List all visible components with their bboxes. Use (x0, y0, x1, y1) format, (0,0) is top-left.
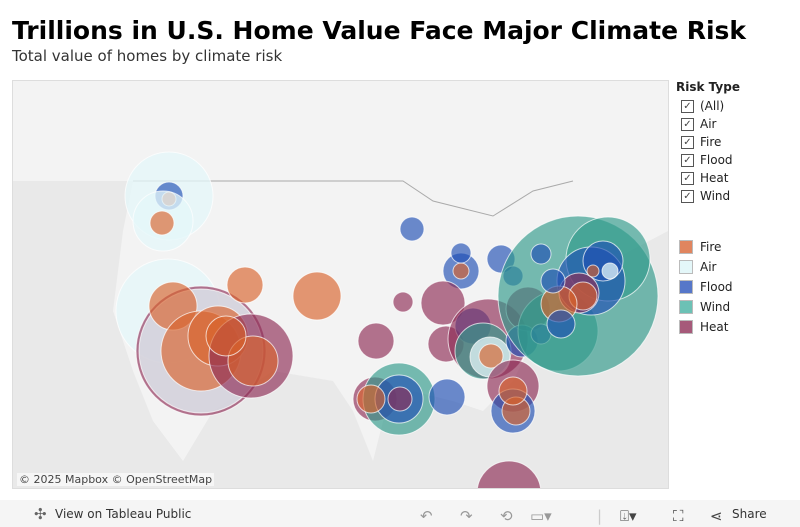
flood-risk-bubble[interactable] (540, 268, 566, 294)
fire-risk-bubble[interactable] (292, 271, 342, 321)
legend-label: Flood (700, 280, 733, 294)
risk-type-filter: Risk Type ✓ (All) ✓ Air ✓ Fire ✓ Flood ✓ Heat ✓ Win… (676, 80, 740, 337)
fire-risk-bubble[interactable] (205, 315, 247, 357)
redo-icon[interactable]: ↷ (460, 507, 473, 525)
legend-label: Air (700, 260, 717, 274)
checkbox-icon[interactable]: ✓ (681, 189, 694, 203)
map-attribution[interactable]: © 2025 Mapbox © OpenStreetMap (17, 473, 215, 486)
share-button[interactable]: Share (732, 507, 767, 521)
filter-option-label: Fire (700, 135, 722, 149)
legend-item[interactable]: Flood (679, 277, 740, 297)
map[interactable]: © 2025 Mapbox © OpenStreetMap (12, 80, 669, 489)
legend-swatch (679, 240, 693, 254)
page-subtitle: Total value of homes by climate risk (12, 47, 283, 65)
tableau-logo-icon: ✣ (34, 505, 47, 523)
heat-risk-bubble[interactable] (392, 291, 414, 313)
map-canvas[interactable] (13, 81, 668, 488)
legend-swatch (679, 280, 693, 294)
view-on-tableau-link[interactable]: View on Tableau Public (55, 507, 192, 521)
border-line (133, 180, 574, 217)
filter-option-label: Air (700, 117, 717, 131)
filter-option-label: Flood (700, 153, 733, 167)
air-risk-bubble[interactable] (601, 262, 619, 280)
legend-item[interactable]: Fire (679, 237, 740, 257)
legend-label: Heat (700, 320, 729, 334)
checkbox-icon[interactable]: ✓ (681, 153, 694, 167)
fire-risk-bubble[interactable] (498, 376, 528, 406)
fire-risk-bubble[interactable] (149, 210, 175, 236)
flood-risk-bubble[interactable] (450, 242, 472, 264)
legend-label: Fire (700, 240, 722, 254)
footer-toolbar: ✣ View on Tableau Public ↶ ↷ ⟲ ▭▾ | ⍗▾ ⛶… (0, 500, 800, 527)
legend-item[interactable]: Air (679, 257, 740, 277)
flood-risk-bubble[interactable] (428, 378, 466, 416)
legend-swatch (679, 300, 693, 314)
heat-risk-bubble[interactable] (476, 460, 542, 488)
fire-risk-bubble[interactable] (478, 343, 504, 369)
fullscreen-icon[interactable]: ⛶ (673, 507, 684, 525)
fire-risk-bubble[interactable] (226, 266, 264, 304)
filter-option-label: (All) (700, 99, 725, 113)
legend-item[interactable]: Wind (679, 297, 740, 317)
refresh-icon[interactable]: ▭▾ (530, 507, 552, 525)
legend-item[interactable]: Heat (679, 317, 740, 337)
flood-risk-bubble[interactable] (399, 216, 425, 242)
filter-option[interactable]: ✓ Heat (681, 169, 740, 187)
heat-risk-bubble[interactable] (420, 280, 466, 326)
fire-risk-bubble[interactable] (586, 264, 600, 278)
checkbox-icon[interactable]: ✓ (681, 99, 694, 113)
fire-risk-bubble[interactable] (452, 262, 470, 280)
filter-option[interactable]: ✓ Air (681, 115, 740, 133)
checkbox-icon[interactable]: ✓ (681, 171, 694, 185)
fire-risk-bubble[interactable] (356, 384, 386, 414)
filter-option-label: Wind (700, 189, 731, 203)
filter-option[interactable]: ✓ Wind (681, 187, 740, 205)
heat-risk-bubble[interactable] (387, 386, 413, 412)
filter-option[interactable]: ✓ Flood (681, 151, 740, 169)
filter-title: Risk Type (676, 80, 740, 94)
filter-option[interactable]: ✓ Fire (681, 133, 740, 151)
divider: | (597, 507, 603, 525)
download-icon[interactable]: ⍗▾ (620, 507, 637, 525)
share-icon[interactable]: ⋖ (710, 507, 723, 525)
filter-option-label: Heat (700, 171, 729, 185)
flood-risk-bubble[interactable] (530, 243, 552, 265)
filter-option[interactable]: ✓ (All) (681, 97, 740, 115)
checkbox-icon[interactable]: ✓ (681, 135, 694, 149)
undo-icon[interactable]: ↶ (420, 507, 433, 525)
legend-label: Wind (700, 300, 731, 314)
revert-icon[interactable]: ⟲ (500, 507, 513, 525)
legend-swatch (679, 320, 693, 334)
page-title: Trillions in U.S. Home Value Face Major … (12, 16, 747, 45)
heat-risk-bubble[interactable] (357, 322, 395, 360)
checkbox-icon[interactable]: ✓ (681, 117, 694, 131)
flood-risk-bubble[interactable] (546, 309, 576, 339)
legend-swatch (679, 260, 693, 274)
